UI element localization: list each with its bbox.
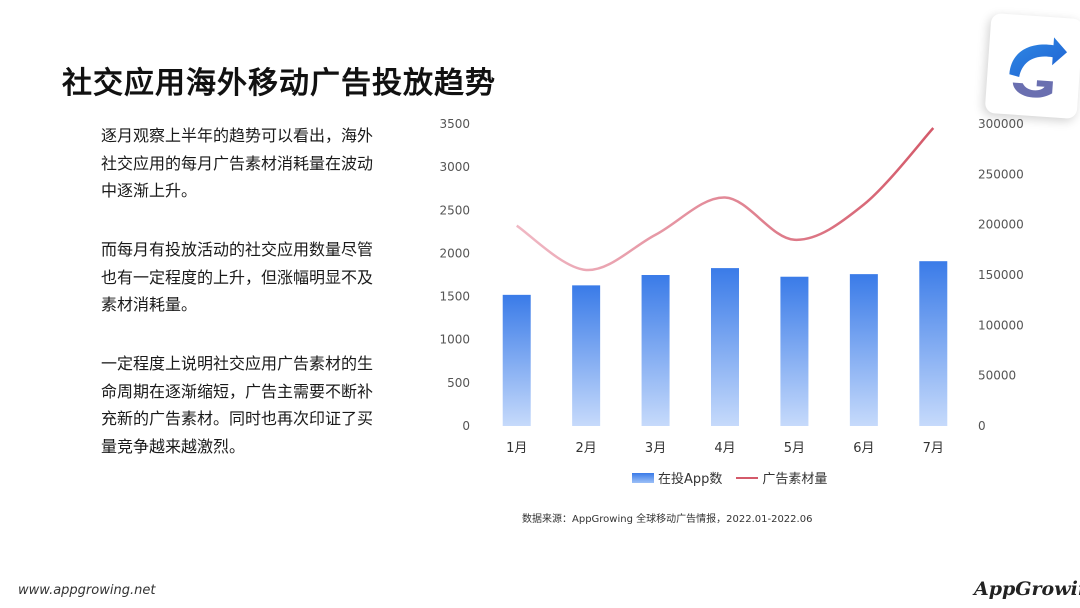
paragraph-2: 而每月有投放活动的社交应用数量尽管也有一定程度的上升，但涨幅明显不及素材消耗量。 [101,240,374,314]
x-tick-label: 1月 [506,441,527,456]
legend-swatch-bar [632,472,654,483]
x-tick-label: 7月 [923,441,944,456]
x-tick-label: 4月 [714,441,735,456]
y-right-tick-label: 0 [978,419,986,433]
y-left-tick-label: 3500 [439,117,470,131]
paragraph-3: 一定程度上说明社交应用广告素材的生命周期在逐渐缩短，广告主需要不断补充新的广告素… [101,354,374,456]
paragraph-1: 逐月观察上半年的趋势可以看出，海外社交应用的每月广告素材消耗量在波动中逐渐上升。 [101,126,374,200]
y-right-tick-label: 300000 [978,117,1024,131]
y-left-tick-label: 3000 [439,160,470,174]
y-left-tick-label: 1000 [439,333,470,347]
y-left-tick-label: 0 [462,419,470,433]
y-right-tick-label: 50000 [978,369,1016,383]
website-url: www.appgrowing.net [18,583,156,598]
y-right-tick-label: 150000 [978,268,1024,282]
growth-arrow-icon [1009,37,1068,98]
bar [641,275,670,426]
brand-wordmark: AppGrowing [974,578,1080,600]
combo-chart: 0 500 1000 1500 2000 2500 3000 3500 0 50000 10000… [439,117,1024,456]
legend-swatch-line [736,476,759,479]
legend-label-creatives: 广告素材量 [762,472,828,487]
bar [502,294,531,426]
y-right-tick-label: 200000 [978,218,1024,232]
legend-label-apps: 在投App数 [658,472,723,487]
y-left-tick-label: 500 [447,376,470,390]
appgrowing-logo [984,12,1080,120]
y-right-tick-label: 250000 [978,167,1024,181]
x-tick-label: 5月 [784,441,805,456]
x-tick-label: 6月 [853,441,874,456]
x-tick-label: 3月 [645,441,666,456]
y-right-tick-label: 100000 [978,318,1024,332]
bar [780,276,809,426]
chart-legend: 在投App数 广告素材量 [632,468,827,487]
y-left-tick-label: 2500 [439,203,470,217]
bar [919,261,948,426]
y-left-tick-label: 2000 [439,246,470,260]
x-tick-label: 2月 [576,441,597,456]
bar [572,285,601,426]
series-line-creatives [516,127,935,272]
page-title: 社交应用海外移动广告投放趋势 [62,66,496,101]
bar [849,274,878,426]
y-left-tick-label: 1500 [439,290,470,304]
data-source-note: 数据来源：AppGrowing 全球移动广告情报，2022.01-2022.06 [522,514,813,525]
bar [711,268,739,426]
